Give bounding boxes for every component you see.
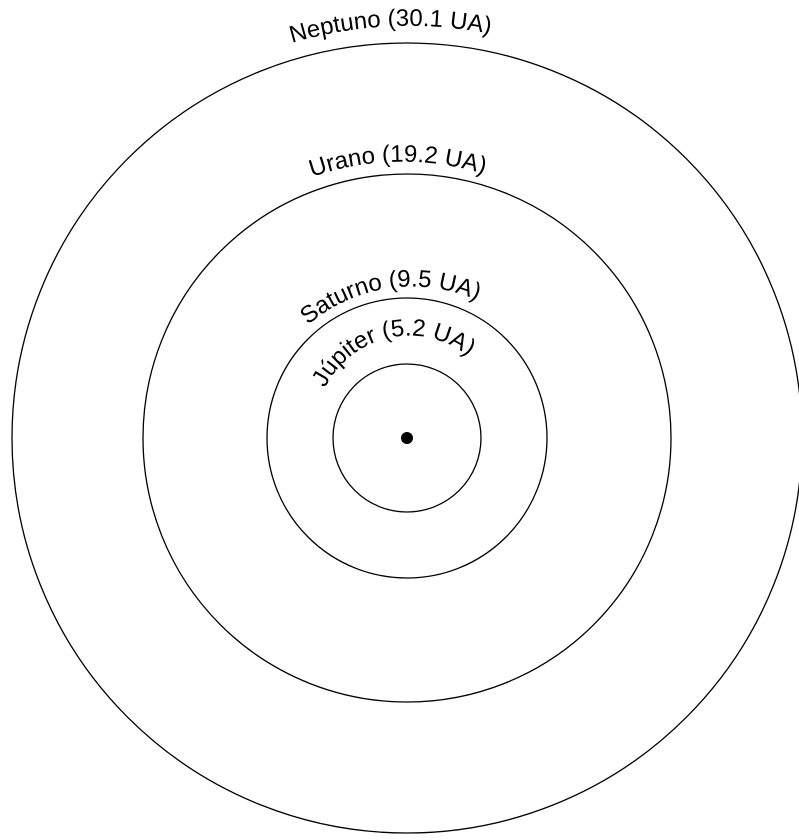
neptuno-orbit-label: Neptuno (30.1 UA) [286, 5, 494, 49]
jupiter-orbit-label: Júpiter (5.2 UA) [307, 315, 481, 391]
sun-dot [401, 432, 413, 444]
neptuno-orbit [11, 42, 799, 834]
saturno-orbit [266, 297, 548, 579]
jupiter-orbit [332, 363, 482, 513]
urano-orbit-label: Urano (19.2 UA) [306, 141, 490, 183]
urano-orbit [142, 173, 672, 703]
